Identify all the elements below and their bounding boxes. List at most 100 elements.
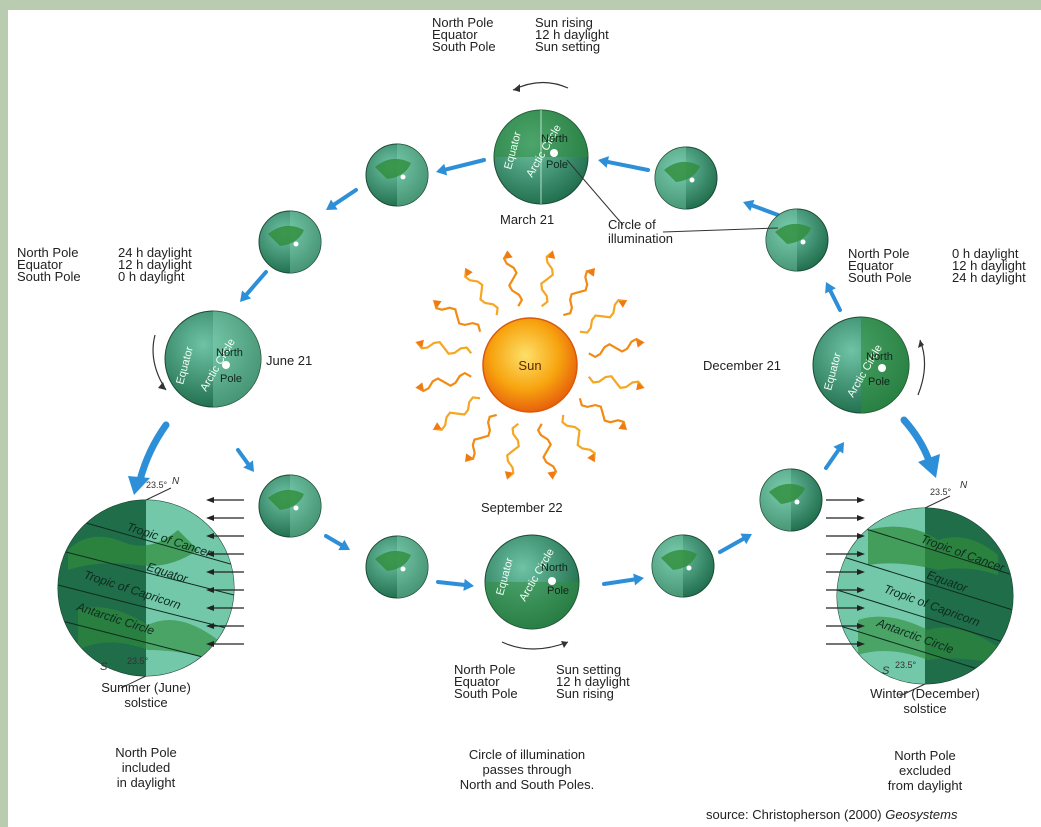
illumination-pointer [566,159,779,233]
december-pole-label: Pole [868,376,890,388]
sun: Sun [482,317,578,413]
sun-ray [561,414,596,461]
winter-n-label: N [960,480,968,491]
sun-ray [588,337,644,359]
sunlight-arrow [826,515,865,521]
sun-ray-arrowhead [547,250,556,259]
diagram-frame: Sun Equator Arctic Circle North Pole Equ… [8,10,1041,827]
june-north-label: North [216,347,243,359]
orbit-arrow [598,156,650,172]
sunlight-arrow [206,551,244,557]
sun-ray-arrowhead [587,267,596,277]
sun-ray [464,269,499,316]
orbit-arrow [602,573,644,586]
small-globe [365,535,429,599]
winter-s-label: S [882,665,890,677]
sun-ray-arrowhead [432,422,442,431]
september-daylight-table: North Pole Sun setting Equator 12 h daylig… [454,662,630,701]
sun-ray [434,396,481,431]
sun-ray-arrowhead [618,422,628,431]
march-pole-label: Pole [546,159,568,171]
sunlight-arrow [826,569,865,575]
sunlight-arrow [826,587,865,593]
sunlight-arrow [206,587,244,593]
december-daylight-table: North Pole 0 h daylight Equator 12 h dayli… [848,246,1026,285]
sunlight-arrow [826,533,865,539]
sun-ray-arrowhead [415,382,424,391]
sun-label: Sun [518,358,541,373]
september-north-label: North [541,562,568,574]
sunlight-arrow [826,551,865,557]
march-date-label: March 21 [500,212,555,227]
june-pole-label: Pole [220,373,242,385]
june-daylight-table: North Pole 24 h daylight Equator 12 h dayl… [17,245,192,284]
small-globe [759,468,823,532]
winter-south-tilt-label: 23.5° [895,660,917,670]
sunlight-arrow [826,623,865,629]
incoming-sunlight-arrows [206,497,865,647]
orbit-arrow [900,416,932,462]
orbit-arrow [436,578,474,591]
orbit-arrow [436,158,486,176]
summer-south-tilt-label: 23.5° [127,656,149,666]
small-globe [651,534,715,598]
orbit-arrow [825,282,842,312]
sun-ray [563,268,595,317]
summer-north-pole-note: North Pole included in daylight [115,745,177,790]
orbit-arrows [128,156,940,591]
orbit-arrow [240,270,268,302]
sunlight-arrow [206,623,244,629]
globe-september: Equator Arctic Circle North Pole [484,534,580,650]
small-globe [365,143,429,207]
sunlight-arrow [206,641,244,647]
globe-december: Equator Arctic Circle North Pole [812,316,926,414]
september-date-label: September 22 [481,500,563,515]
sun-ray [579,299,626,334]
summer-n-label: N [172,476,180,487]
small-globe [765,208,829,272]
winter-solstice-caption: Winter (December) solstice [870,686,980,716]
sunlight-arrow [206,497,244,503]
orbit-arrow [743,199,780,217]
summer-solstice-globe: Tropic of Cancer Equator Tropic of Capri… [57,476,235,689]
sun-ray [587,375,644,389]
small-globes [258,143,829,599]
sun-ray-arrowhead [432,299,442,308]
sun-ray-arrowhead [547,471,556,480]
sun-ray-arrowhead [415,339,424,348]
globe-march: Equator Arctic Circle North Pole [493,81,589,205]
small-globe [258,474,322,538]
orbit-arrow [324,534,350,551]
orbit-arrow [326,188,358,210]
sun-ray-arrowhead [464,267,473,277]
december-north-label: North [866,351,893,363]
sunlight-arrow [826,497,865,503]
earth-sun-relations-diagram: Sun Equator Arctic Circle North Pole Equ… [57,81,1014,697]
sun-ray-arrowhead [587,453,596,463]
center-illumination-note: Circle of illumination passes through No… [459,747,595,792]
sun-ray-arrowhead [636,382,645,391]
sunlight-arrow [826,605,865,611]
summer-s-label: S [100,661,108,673]
sun-ray-arrowhead [636,339,645,348]
orbit-arrow [824,442,844,470]
september-pole-label: Pole [547,585,569,597]
december-date-label: December 21 [703,358,782,373]
sun-ray [540,251,554,308]
orbit-arrow [718,533,752,554]
source-citation: source: Christopherson (2000) Geosystems [706,807,958,822]
small-globe [654,146,718,210]
sunlight-arrow [206,605,244,611]
march-north-label: North [541,133,568,145]
sun-ray-arrowhead [464,453,473,463]
sun-ray [506,422,520,479]
sun-ray-arrowhead [504,471,513,480]
small-globe [258,210,322,274]
sunlight-arrow [206,569,244,575]
june-date-label: June 21 [266,353,313,368]
orbit-arrowhead [128,476,150,495]
sun-ray [465,413,497,462]
sun-rays [415,250,645,480]
summer-solstice-caption: Summer (June) solstice [101,680,191,710]
sun-ray [578,398,627,430]
